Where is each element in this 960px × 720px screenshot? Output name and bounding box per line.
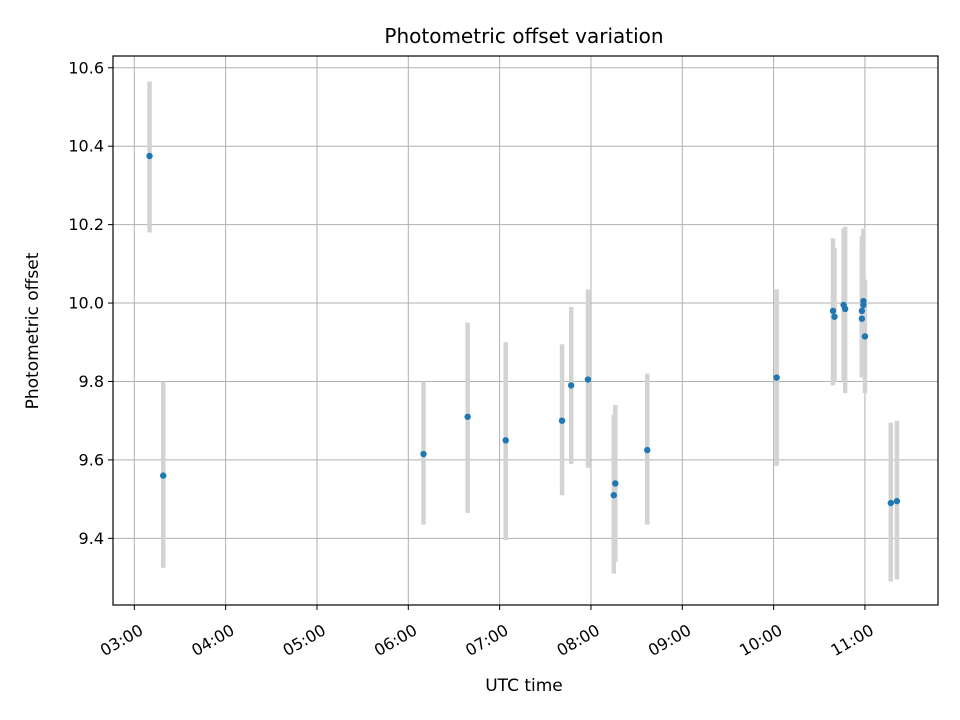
- y-tick-label: 9.4: [79, 529, 104, 548]
- data-point: [610, 492, 617, 499]
- y-tick-label: 9.6: [79, 450, 104, 469]
- y-axis-label: Photometric offset: [23, 252, 43, 409]
- chart-title: Photometric offset variation: [384, 24, 663, 48]
- data-point: [502, 437, 509, 444]
- data-point: [831, 313, 838, 320]
- y-tick-label: 10.6: [68, 58, 104, 77]
- data-point: [858, 315, 866, 322]
- data-point: [860, 297, 867, 305]
- data-point: [612, 480, 619, 487]
- data-point: [887, 499, 895, 507]
- y-axis-ticks: 9.4 9.6 9.8 10.0 10.2 10.4 10.6: [68, 58, 113, 548]
- data-point: [584, 376, 592, 383]
- data-point: [829, 307, 837, 315]
- data-point: [861, 333, 869, 340]
- data-point: [464, 413, 471, 420]
- data-point: [858, 307, 866, 315]
- data-point: [567, 382, 575, 389]
- data-point: [773, 374, 780, 381]
- y-tick-label: 9.8: [79, 372, 104, 391]
- y-tick-label: 10.0: [68, 294, 104, 313]
- plot-frame: [112, 55, 939, 606]
- data-point: [841, 305, 849, 313]
- data-point: [644, 446, 651, 454]
- grid-lines: [113, 56, 938, 605]
- data-point: [558, 417, 566, 424]
- data-point: [160, 472, 167, 479]
- y-tick-label: 10.2: [68, 215, 104, 234]
- x-axis-label: UTC time: [485, 676, 563, 696]
- y-tick-label: 10.4: [68, 137, 104, 156]
- data-point: [420, 450, 427, 458]
- data-point: [146, 152, 153, 160]
- data-point: [893, 497, 901, 505]
- data-points: [146, 152, 901, 507]
